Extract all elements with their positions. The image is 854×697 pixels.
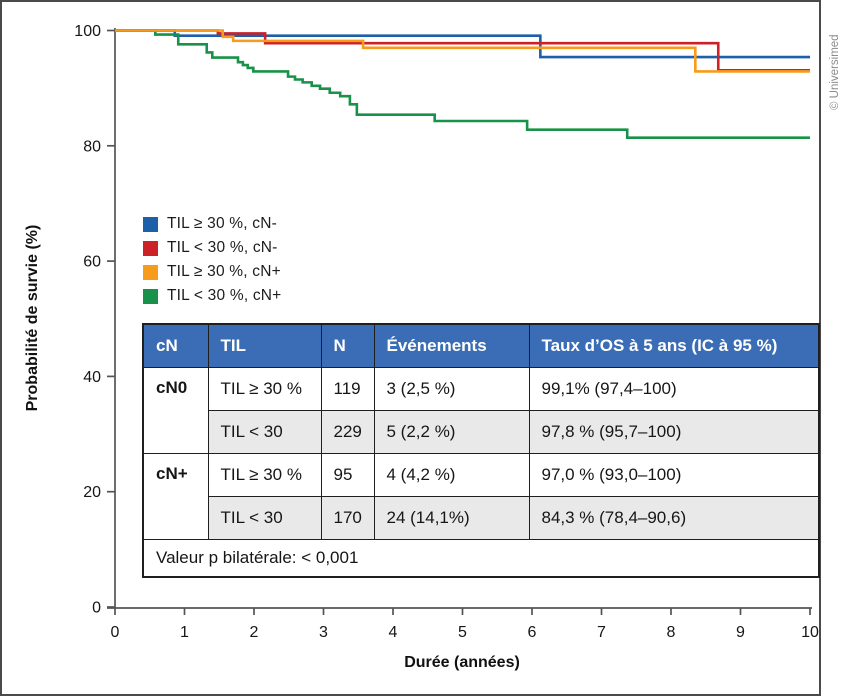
cell-n: 95 [320, 453, 375, 497]
chart-legend: TIL ≥ 30 %, cN- TIL < 30 %, cN- TIL ≥ 30… [143, 212, 281, 308]
cell-events: 5 (2,2 %) [373, 410, 530, 454]
x-tick-label: 10 [801, 624, 819, 641]
cell-n: 170 [320, 496, 375, 540]
legend-item: TIL ≥ 30 %, cN- [143, 212, 281, 236]
results-table: cN TIL N Événements Taux d’OS à 5 ans (I… [142, 323, 820, 578]
legend-label: TIL < 30 %, cN- [167, 239, 278, 256]
p-value-text: Valeur p bilatérale: < 0,001 [142, 539, 820, 578]
cell-events: 3 (2,5 %) [373, 367, 530, 411]
table-row: TIL < 30 170 24 (14,1%) 84,3 % (78,4–90,… [143, 496, 820, 540]
x-tick-label: 8 [667, 624, 676, 641]
cell-events: 24 (14,1%) [373, 496, 530, 540]
x-tick-label: 2 [250, 624, 259, 641]
table-header-row: cN TIL N Événements Taux d’OS à 5 ans (I… [142, 323, 820, 368]
x-tick-label: 4 [389, 624, 398, 641]
col-header-til: TIL [207, 323, 322, 368]
cell-cn-plus: cN+ [142, 453, 209, 540]
legend-swatch-green-icon [143, 288, 158, 304]
legend-label: TIL < 30 %, cN+ [167, 287, 282, 304]
y-tick-label: 20 [83, 484, 101, 501]
table-row: cN+ TIL ≥ 30 % 95 4 (4,2 %) 97,0 % (93,0… [142, 453, 820, 540]
x-tick-label: 5 [458, 624, 467, 641]
cell-os: 84,3 % (78,4–90,6) [528, 496, 820, 540]
y-axis-title: Probabilité de survie (%) [24, 225, 41, 412]
legend-item: TIL < 30 %, cN- [143, 236, 281, 260]
cell-os: 97,0 % (93,0–100) [528, 453, 820, 497]
survival-curve [115, 29, 810, 140]
survival-curve [115, 29, 810, 73]
table-footer-row: Valeur p bilatérale: < 0,001 [142, 539, 820, 578]
cell-events: 4 (4,2 %) [373, 453, 530, 497]
legend-label: TIL ≥ 30 %, cN+ [167, 263, 281, 280]
cell-n: 229 [320, 410, 375, 454]
y-tick-label: 60 [83, 254, 101, 271]
cell-n: 119 [320, 367, 375, 411]
legend-label: TIL ≥ 30 %, cN- [167, 215, 277, 232]
credit-text: © Universimed [829, 34, 841, 110]
legend-swatch-blue-icon [143, 216, 158, 232]
x-tick-label: 1 [180, 624, 189, 641]
col-header-os: Taux d’OS à 5 ans (IC à 95 %) [528, 323, 820, 368]
y-tick-label: 40 [83, 369, 101, 386]
cell-os: 97,8 % (95,7–100) [528, 410, 820, 454]
x-axis-title: Durée (années) [404, 654, 520, 671]
cell-til: TIL ≥ 30 % [207, 453, 322, 497]
cell-til: TIL ≥ 30 % [207, 367, 322, 411]
cell-til: TIL < 30 [207, 410, 322, 454]
table-row: cN0 TIL ≥ 30 % 119 3 (2,5 %) 99,1% (97,4… [142, 367, 820, 454]
x-tick-label: 0 [111, 624, 120, 641]
col-header-n: N [320, 323, 375, 368]
col-header-events: Événements [373, 323, 530, 368]
x-tick-label: 6 [528, 624, 537, 641]
cell-til: TIL < 30 [207, 496, 322, 540]
x-tick-label: 9 [736, 624, 745, 641]
legend-item: TIL ≥ 30 %, cN+ [143, 260, 281, 284]
legend-swatch-orange-icon [143, 264, 158, 280]
cell-cn0: cN0 [142, 367, 209, 454]
legend-swatch-red-icon [143, 240, 158, 256]
y-tick-label: 80 [83, 138, 101, 155]
y-tick-label: 0 [92, 600, 101, 617]
legend-item: TIL < 30 %, cN+ [143, 284, 281, 308]
col-header-cn: cN [142, 323, 209, 368]
cell-os: 99,1% (97,4–100) [528, 367, 820, 411]
x-tick-label: 7 [597, 624, 606, 641]
table-row: TIL < 30 229 5 (2,2 %) 97,8 % (95,7–100) [143, 410, 820, 454]
x-tick-label: 3 [319, 624, 328, 641]
y-tick-label: 100 [74, 23, 101, 40]
